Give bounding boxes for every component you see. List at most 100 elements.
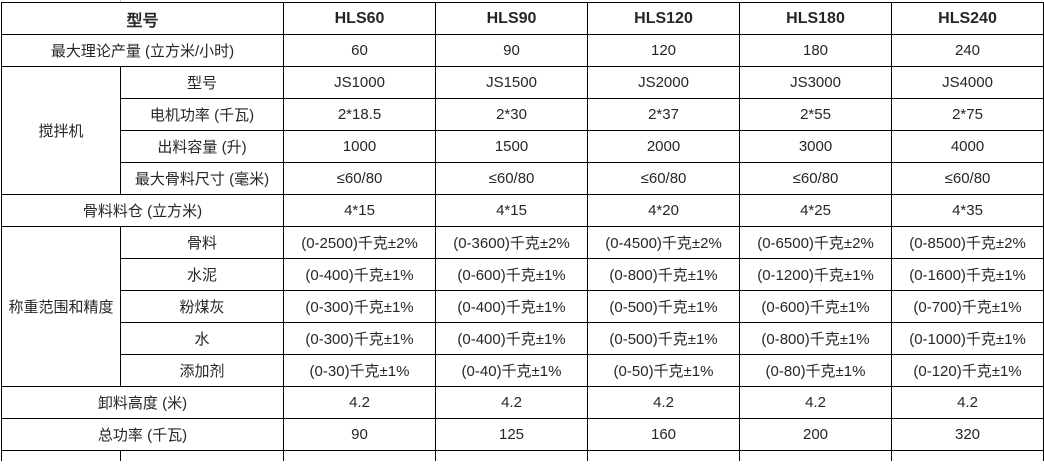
header-model-hls90: HLS90 xyxy=(435,2,589,35)
cell-value: (0-50)千克±1% xyxy=(587,354,741,387)
cell-value: (0-6500)千克±2% xyxy=(739,226,893,259)
cell-value: JS2000 xyxy=(587,66,741,99)
cell-value: (0-700)千克±1% xyxy=(891,290,1044,323)
table-row: 总功率 (千瓦) 90 125 160 200 320 xyxy=(0,418,1044,451)
cell-value: (0-600)千克±1% xyxy=(435,258,589,291)
cell-value: (0-3600)千克±2% xyxy=(435,226,589,259)
row-label-max-aggregate-size: 最大骨料尺寸 (毫米) xyxy=(119,162,285,195)
cell-value: 2*30 xyxy=(435,98,589,131)
clipped-cell xyxy=(119,450,285,461)
table-row: 电机功率 (千瓦) 2*18.5 2*30 2*37 2*55 2*75 xyxy=(2,98,1044,131)
cell-value: 1500 xyxy=(435,130,589,163)
cell-value: 60 xyxy=(283,34,437,67)
clipped-cell xyxy=(891,450,1044,461)
cell-value: 320 xyxy=(891,418,1044,451)
group-label-weighing: 称重范围和精度 xyxy=(1,226,121,387)
cell-value: (0-500)千克±1% xyxy=(587,322,741,355)
cell-value: JS3000 xyxy=(739,66,893,99)
table-row: 搅拌机 型号 JS1000 JS1500 JS2000 JS3000 JS400… xyxy=(1,66,1044,195)
cell-value: (0-300)千克±1% xyxy=(283,290,437,323)
header-model-hls60: HLS60 xyxy=(283,2,437,35)
row-label-aggregate-bin: 骨料料仓 (立方米) xyxy=(0,194,285,227)
header-model-label: 型号 xyxy=(0,2,285,35)
cell-value: 2*75 xyxy=(891,98,1044,131)
cell-value: 120 xyxy=(587,34,741,67)
cell-value: 4*25 xyxy=(739,194,893,227)
cell-value: (0-1200)千克±1% xyxy=(739,258,893,291)
cell-value: 180 xyxy=(739,34,893,67)
cell-value: (0-800)千克±1% xyxy=(587,258,741,291)
cell-value: 4*15 xyxy=(435,194,589,227)
cell-value: 4.2 xyxy=(891,386,1044,419)
cell-value: 4000 xyxy=(891,130,1044,163)
clipped-cell xyxy=(283,450,437,461)
table-row: 最大理论产量 (立方米/小时) 60 90 120 180 240 xyxy=(0,34,1044,67)
clipped-cell xyxy=(435,450,589,461)
cell-value: 2*18.5 xyxy=(283,98,437,131)
table-row: 添加剂 (0-30)千克±1% (0-40)千克±1% (0-50)千克±1% … xyxy=(2,354,1044,387)
cell-value: JS1500 xyxy=(435,66,589,99)
row-label-aggregate: 骨料 xyxy=(119,226,285,259)
cell-value: ≤60/80 xyxy=(587,162,741,195)
cell-value: 4.2 xyxy=(739,386,893,419)
cell-value: (0-400)千克±1% xyxy=(435,322,589,355)
cell-value: JS1000 xyxy=(283,66,437,99)
cell-value: 90 xyxy=(283,418,437,451)
header-row: 型号 HLS60 HLS90 HLS120 HLS180 HLS240 xyxy=(0,2,1044,35)
clipped-bottom-row xyxy=(1,450,1044,461)
row-label-discharge-capacity: 出料容量 (升) xyxy=(119,130,285,163)
row-label-additive: 添加剂 xyxy=(119,354,285,387)
cell-value: (0-30)千克±1% xyxy=(283,354,437,387)
cell-value: ≤60/80 xyxy=(891,162,1044,195)
row-label-motor-power: 电机功率 (千瓦) xyxy=(119,98,285,131)
cell-value: (0-4500)千克±2% xyxy=(587,226,741,259)
table-row: 出料容量 (升) 1000 1500 2000 3000 4000 xyxy=(2,130,1044,163)
row-label-total-power: 总功率 (千瓦) xyxy=(0,418,285,451)
cell-value: 160 xyxy=(587,418,741,451)
table-row: 卸料高度 (米) 4.2 4.2 4.2 4.2 4.2 xyxy=(0,386,1044,419)
cell-value: (0-500)千克±1% xyxy=(587,290,741,323)
header-model-hls240: HLS240 xyxy=(891,2,1044,35)
header-model-hls120: HLS120 xyxy=(587,2,741,35)
cell-value: 90 xyxy=(435,34,589,67)
clipped-cell xyxy=(739,450,893,461)
row-label-fly-ash: 粉煤灰 xyxy=(119,290,285,323)
row-label-cement: 水泥 xyxy=(119,258,285,291)
cell-value: (0-600)千克±1% xyxy=(739,290,893,323)
cell-value: JS4000 xyxy=(891,66,1044,99)
cell-value: 2*37 xyxy=(587,98,741,131)
cell-value: 4.2 xyxy=(587,386,741,419)
cell-value: 4.2 xyxy=(435,386,589,419)
group-label-mixer: 搅拌机 xyxy=(1,66,121,195)
cell-value: 1000 xyxy=(283,130,437,163)
cell-value: 2*55 xyxy=(739,98,893,131)
cell-value: 4*20 xyxy=(587,194,741,227)
clipped-cell xyxy=(587,450,741,461)
cell-value: (0-1600)千克±1% xyxy=(891,258,1044,291)
cell-value: ≤60/80 xyxy=(435,162,589,195)
cell-value: (0-400)千克±1% xyxy=(283,258,437,291)
cell-value: (0-400)千克±1% xyxy=(435,290,589,323)
cell-value: 2000 xyxy=(587,130,741,163)
cell-value: 200 xyxy=(739,418,893,451)
table-row: 骨料料仓 (立方米) 4*15 4*15 4*20 4*25 4*35 xyxy=(0,194,1044,227)
table-row: 粉煤灰 (0-300)千克±1% (0-400)千克±1% (0-500)千克±… xyxy=(2,290,1044,323)
cell-value: (0-800)千克±1% xyxy=(739,322,893,355)
cell-value: (0-1000)千克±1% xyxy=(891,322,1044,355)
row-label-water: 水 xyxy=(119,322,285,355)
cell-value: (0-80)千克±1% xyxy=(739,354,893,387)
cell-value: 240 xyxy=(891,34,1044,67)
cell-value: 4*35 xyxy=(891,194,1044,227)
cell-value: (0-8500)千克±2% xyxy=(891,226,1044,259)
cell-value: 3000 xyxy=(739,130,893,163)
table-row: 称重范围和精度 骨料 (0-2500)千克±2% (0-3600)千克±2% (… xyxy=(1,226,1044,387)
clipped-cell xyxy=(1,450,121,461)
row-label-mixer-model: 型号 xyxy=(119,66,285,99)
cell-value: ≤60/80 xyxy=(739,162,893,195)
cell-value: 4.2 xyxy=(283,386,437,419)
table-row: 水 (0-300)千克±1% (0-400)千克±1% (0-500)千克±1%… xyxy=(2,322,1044,355)
clipped-row-remnant xyxy=(120,0,121,2)
table-row: 水泥 (0-400)千克±1% (0-600)千克±1% (0-800)千克±1… xyxy=(2,258,1044,291)
cell-value: (0-300)千克±1% xyxy=(283,322,437,355)
